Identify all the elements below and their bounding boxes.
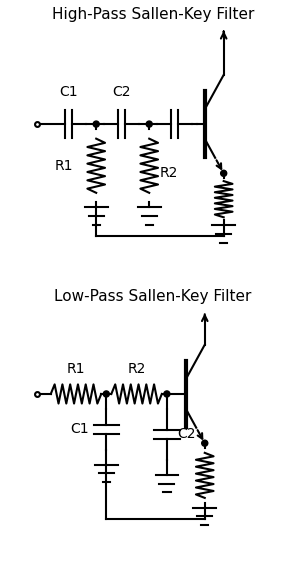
Circle shape <box>202 440 208 446</box>
Text: R1: R1 <box>55 159 73 173</box>
Circle shape <box>164 391 170 397</box>
Text: R2: R2 <box>127 362 146 376</box>
Title: Low-Pass Sallen-Key Filter: Low-Pass Sallen-Key Filter <box>54 289 252 305</box>
Circle shape <box>146 121 152 127</box>
Text: R1: R1 <box>67 362 85 376</box>
Circle shape <box>103 391 109 397</box>
Text: C2: C2 <box>177 427 196 441</box>
Text: C1: C1 <box>70 422 89 436</box>
Circle shape <box>221 170 227 176</box>
Circle shape <box>93 121 99 127</box>
Text: C1: C1 <box>59 85 78 99</box>
Title: High-Pass Sallen-Key Filter: High-Pass Sallen-Key Filter <box>52 7 254 22</box>
Text: C2: C2 <box>112 85 131 99</box>
Text: R2: R2 <box>159 166 178 180</box>
